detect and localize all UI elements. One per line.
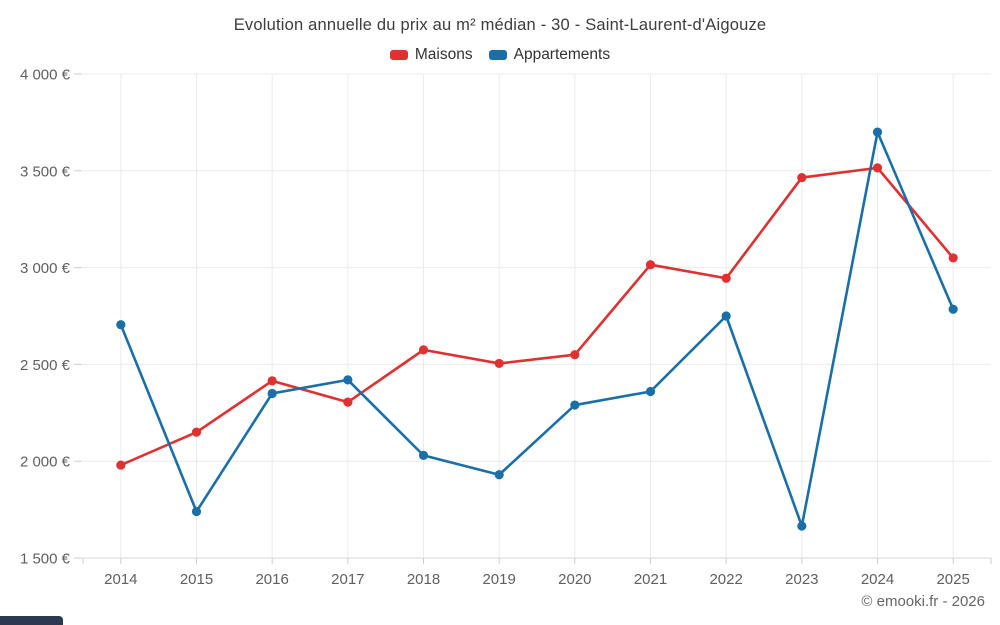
y-axis-label: 3 500 €: [20, 163, 71, 180]
x-axis-label: 2022: [709, 571, 742, 588]
data-point-appartements-2023[interactable]: [797, 521, 807, 531]
legend: Maisons Appartements: [0, 46, 1000, 64]
data-point-appartements-2021[interactable]: [645, 386, 656, 397]
data-point-appartements-2018[interactable]: [418, 450, 429, 460]
bottom-left-bar: [0, 616, 63, 625]
x-axis-label: 2021: [634, 571, 667, 588]
copyright-credit: © emooki.fr - 2026: [861, 593, 985, 610]
x-axis-label: 2016: [255, 571, 288, 588]
legend-label-maisons: Maisons: [414, 46, 473, 63]
y-axis-label: 2 000 €: [20, 454, 71, 471]
x-axis-label: 2014: [104, 571, 137, 588]
data-point-maisons-2014[interactable]: [116, 460, 126, 470]
data-point-appartements-2022[interactable]: [721, 311, 731, 321]
data-point-appartements-2016[interactable]: [267, 388, 277, 399]
data-point-appartements-2017[interactable]: [343, 375, 353, 385]
data-point-maisons-2022[interactable]: [721, 273, 731, 283]
x-axis-label: 2019: [482, 571, 515, 588]
y-axis-label: 4 000 €: [20, 67, 71, 84]
legend-swatch-maisons-icon: [389, 50, 408, 60]
legend-item-maisons[interactable]: Maisons: [389, 46, 473, 64]
data-point-maisons-2019[interactable]: [494, 358, 504, 369]
x-axis-label: 2025: [936, 571, 969, 588]
data-point-appartements-2015[interactable]: [191, 506, 202, 517]
chart-title: Evolution annuelle du prix au m² médian …: [233, 16, 767, 34]
data-point-maisons-2021[interactable]: [645, 260, 656, 270]
y-axis-label: 2 500 €: [20, 357, 71, 374]
x-axis-label: 2024: [861, 571, 894, 588]
data-point-maisons-2025[interactable]: [948, 253, 958, 263]
x-axis-label: 2023: [785, 571, 818, 588]
data-point-appartements-2014[interactable]: [116, 320, 126, 330]
series-line-appartements: [119, 130, 955, 528]
data-point-appartements-2020[interactable]: [570, 400, 580, 410]
y-axis-label: 1 500 €: [20, 551, 71, 568]
data-point-maisons-2023[interactable]: [797, 172, 807, 183]
data-point-appartements-2024[interactable]: [872, 127, 883, 137]
data-point-maisons-2017[interactable]: [343, 397, 353, 407]
data-point-maisons-2016[interactable]: [267, 376, 277, 386]
data-point-maisons-2020[interactable]: [570, 350, 580, 360]
data-point-appartements-2019[interactable]: [494, 470, 504, 480]
legend-label-appartements: Appartements: [513, 46, 611, 63]
legend-swatch-appartements-icon: [488, 50, 507, 60]
legend-item-appartements[interactable]: Appartements: [488, 46, 611, 64]
y-axis-label: 3 000 €: [20, 260, 71, 277]
data-point-maisons-2018[interactable]: [418, 345, 429, 355]
x-axis-label: 2020: [558, 571, 591, 588]
x-axis-label: 2015: [180, 571, 213, 588]
data-point-appartements-2025[interactable]: [948, 304, 958, 314]
x-axis-label: 2017: [331, 571, 364, 588]
x-axis-label: 2018: [407, 571, 440, 588]
data-point-maisons-2024[interactable]: [872, 163, 883, 173]
data-point-maisons-2015[interactable]: [191, 427, 202, 437]
series-line-maisons: [119, 166, 955, 467]
